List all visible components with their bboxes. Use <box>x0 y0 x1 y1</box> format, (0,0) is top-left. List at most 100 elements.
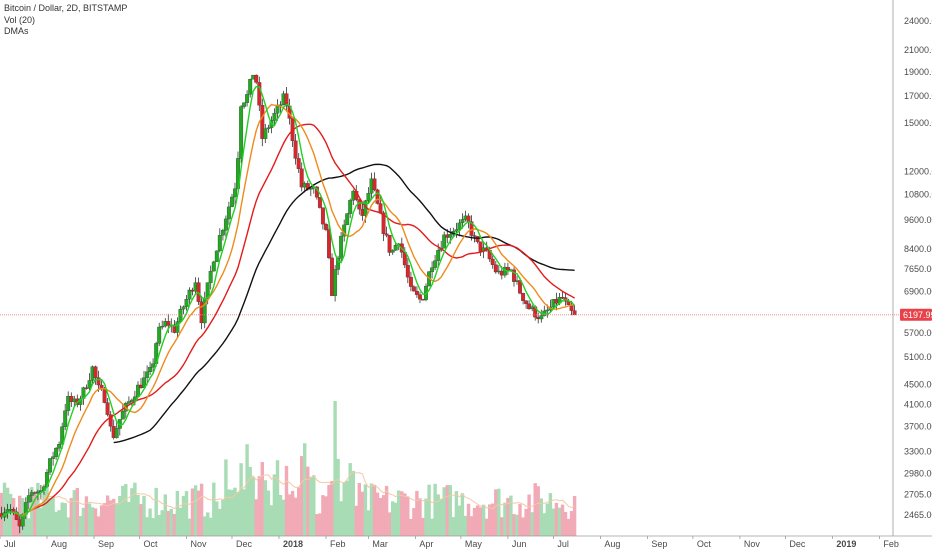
volume-bar <box>118 496 122 536</box>
volume-bar <box>321 495 325 536</box>
volume-bar <box>330 481 334 536</box>
y-tick-label: 3700.00 <box>904 422 932 432</box>
volume-bar <box>554 502 559 536</box>
volume-bar <box>136 495 140 536</box>
volume-bar <box>460 493 465 536</box>
volume-bar <box>133 482 137 536</box>
volume-bar <box>260 462 264 536</box>
volume-bar <box>60 502 64 536</box>
volume-bar <box>433 483 437 536</box>
volume-bar <box>445 485 449 536</box>
y-tick-label: 2705.00 <box>904 490 932 500</box>
last-price-label: 6197.99 <box>903 310 932 320</box>
volume-bar <box>215 501 219 536</box>
y-tick-label: 5100.00 <box>904 352 932 362</box>
x-tick-label: Nov <box>191 539 208 549</box>
volume-bar <box>227 489 231 536</box>
candle <box>57 441 62 452</box>
candle <box>293 134 298 165</box>
volume-bar <box>69 498 73 536</box>
candle <box>299 162 304 192</box>
volume-bar <box>281 499 286 536</box>
candle <box>51 451 56 466</box>
volume-bar <box>233 487 237 536</box>
candle <box>460 213 465 229</box>
volume-bar <box>124 484 128 536</box>
chart-legend: Bitcoin / Dollar, 2D, BITSTAMP Vol (20) … <box>4 3 127 38</box>
x-tick-label: Feb <box>330 539 346 549</box>
volume-bar <box>248 466 252 536</box>
candle <box>348 198 353 219</box>
volume-bar <box>8 493 13 536</box>
volume-bar <box>39 507 43 536</box>
volume-bar <box>145 517 149 536</box>
volume-bar <box>251 477 255 536</box>
volume-bar <box>148 508 152 536</box>
volume-bar <box>84 496 89 536</box>
candle <box>469 215 474 241</box>
volume-bar <box>518 504 522 536</box>
moving-averages-label[interactable]: DMAs <box>4 26 29 36</box>
x-tick-label: Jun <box>512 539 527 549</box>
volume-bar <box>278 495 283 536</box>
volume-bar <box>112 498 116 536</box>
ma-green-line <box>1 85 576 518</box>
candle <box>260 98 265 147</box>
symbol-title[interactable]: Bitcoin / Dollar, 2D, BITSTAMP <box>4 3 128 13</box>
volume-bar <box>557 507 562 536</box>
candle <box>320 207 325 230</box>
volume-bar <box>93 508 98 536</box>
candle <box>266 124 271 133</box>
candle <box>66 391 71 416</box>
volume-bar <box>187 518 192 536</box>
volume-bar <box>375 492 380 536</box>
volume-bar <box>372 484 377 536</box>
volume-bar <box>221 499 225 536</box>
volume-bar <box>57 510 61 536</box>
candle <box>272 108 277 127</box>
volume-bar <box>51 496 55 536</box>
volume-bar <box>15 511 19 536</box>
volume-bar <box>96 516 101 536</box>
volume-bar <box>339 501 343 536</box>
volume-bar <box>242 489 246 536</box>
volume-bar <box>336 458 340 536</box>
x-tick-label: Nov <box>744 539 761 549</box>
candle <box>254 74 259 85</box>
volume-bar <box>563 511 568 536</box>
volume-bar <box>75 487 79 536</box>
candle <box>63 403 68 431</box>
candle <box>120 404 125 420</box>
volume-bar <box>318 513 322 536</box>
candle <box>372 172 377 192</box>
volume-bar <box>384 485 389 536</box>
volume-bar <box>515 514 519 536</box>
x-tick-label: May <box>465 539 483 549</box>
volume-bar <box>412 508 416 536</box>
volume-bar <box>236 492 240 536</box>
y-tick-label: 4100.00 <box>904 400 932 410</box>
volume-bar <box>157 515 161 536</box>
volume-bar <box>139 504 143 536</box>
volume-bar <box>345 480 349 536</box>
volume-bar <box>491 503 495 536</box>
volume-ma-layer <box>28 471 575 510</box>
candle <box>521 292 526 305</box>
volume-bar <box>290 490 295 536</box>
candle <box>336 255 341 275</box>
x-tick-label: Aug <box>604 539 620 549</box>
candle <box>217 228 222 253</box>
volume-bar <box>418 498 422 536</box>
volume-bar <box>430 518 434 536</box>
volume-bar <box>24 502 28 536</box>
candle <box>230 193 234 208</box>
volume-bar <box>463 515 468 536</box>
x-tick-label: 2018 <box>283 539 303 549</box>
volume-indicator-label[interactable]: Vol (20) <box>4 14 36 25</box>
candle <box>345 212 350 226</box>
x-tick-label: Jul <box>4 539 16 549</box>
candle <box>472 232 477 243</box>
candle <box>208 265 213 290</box>
